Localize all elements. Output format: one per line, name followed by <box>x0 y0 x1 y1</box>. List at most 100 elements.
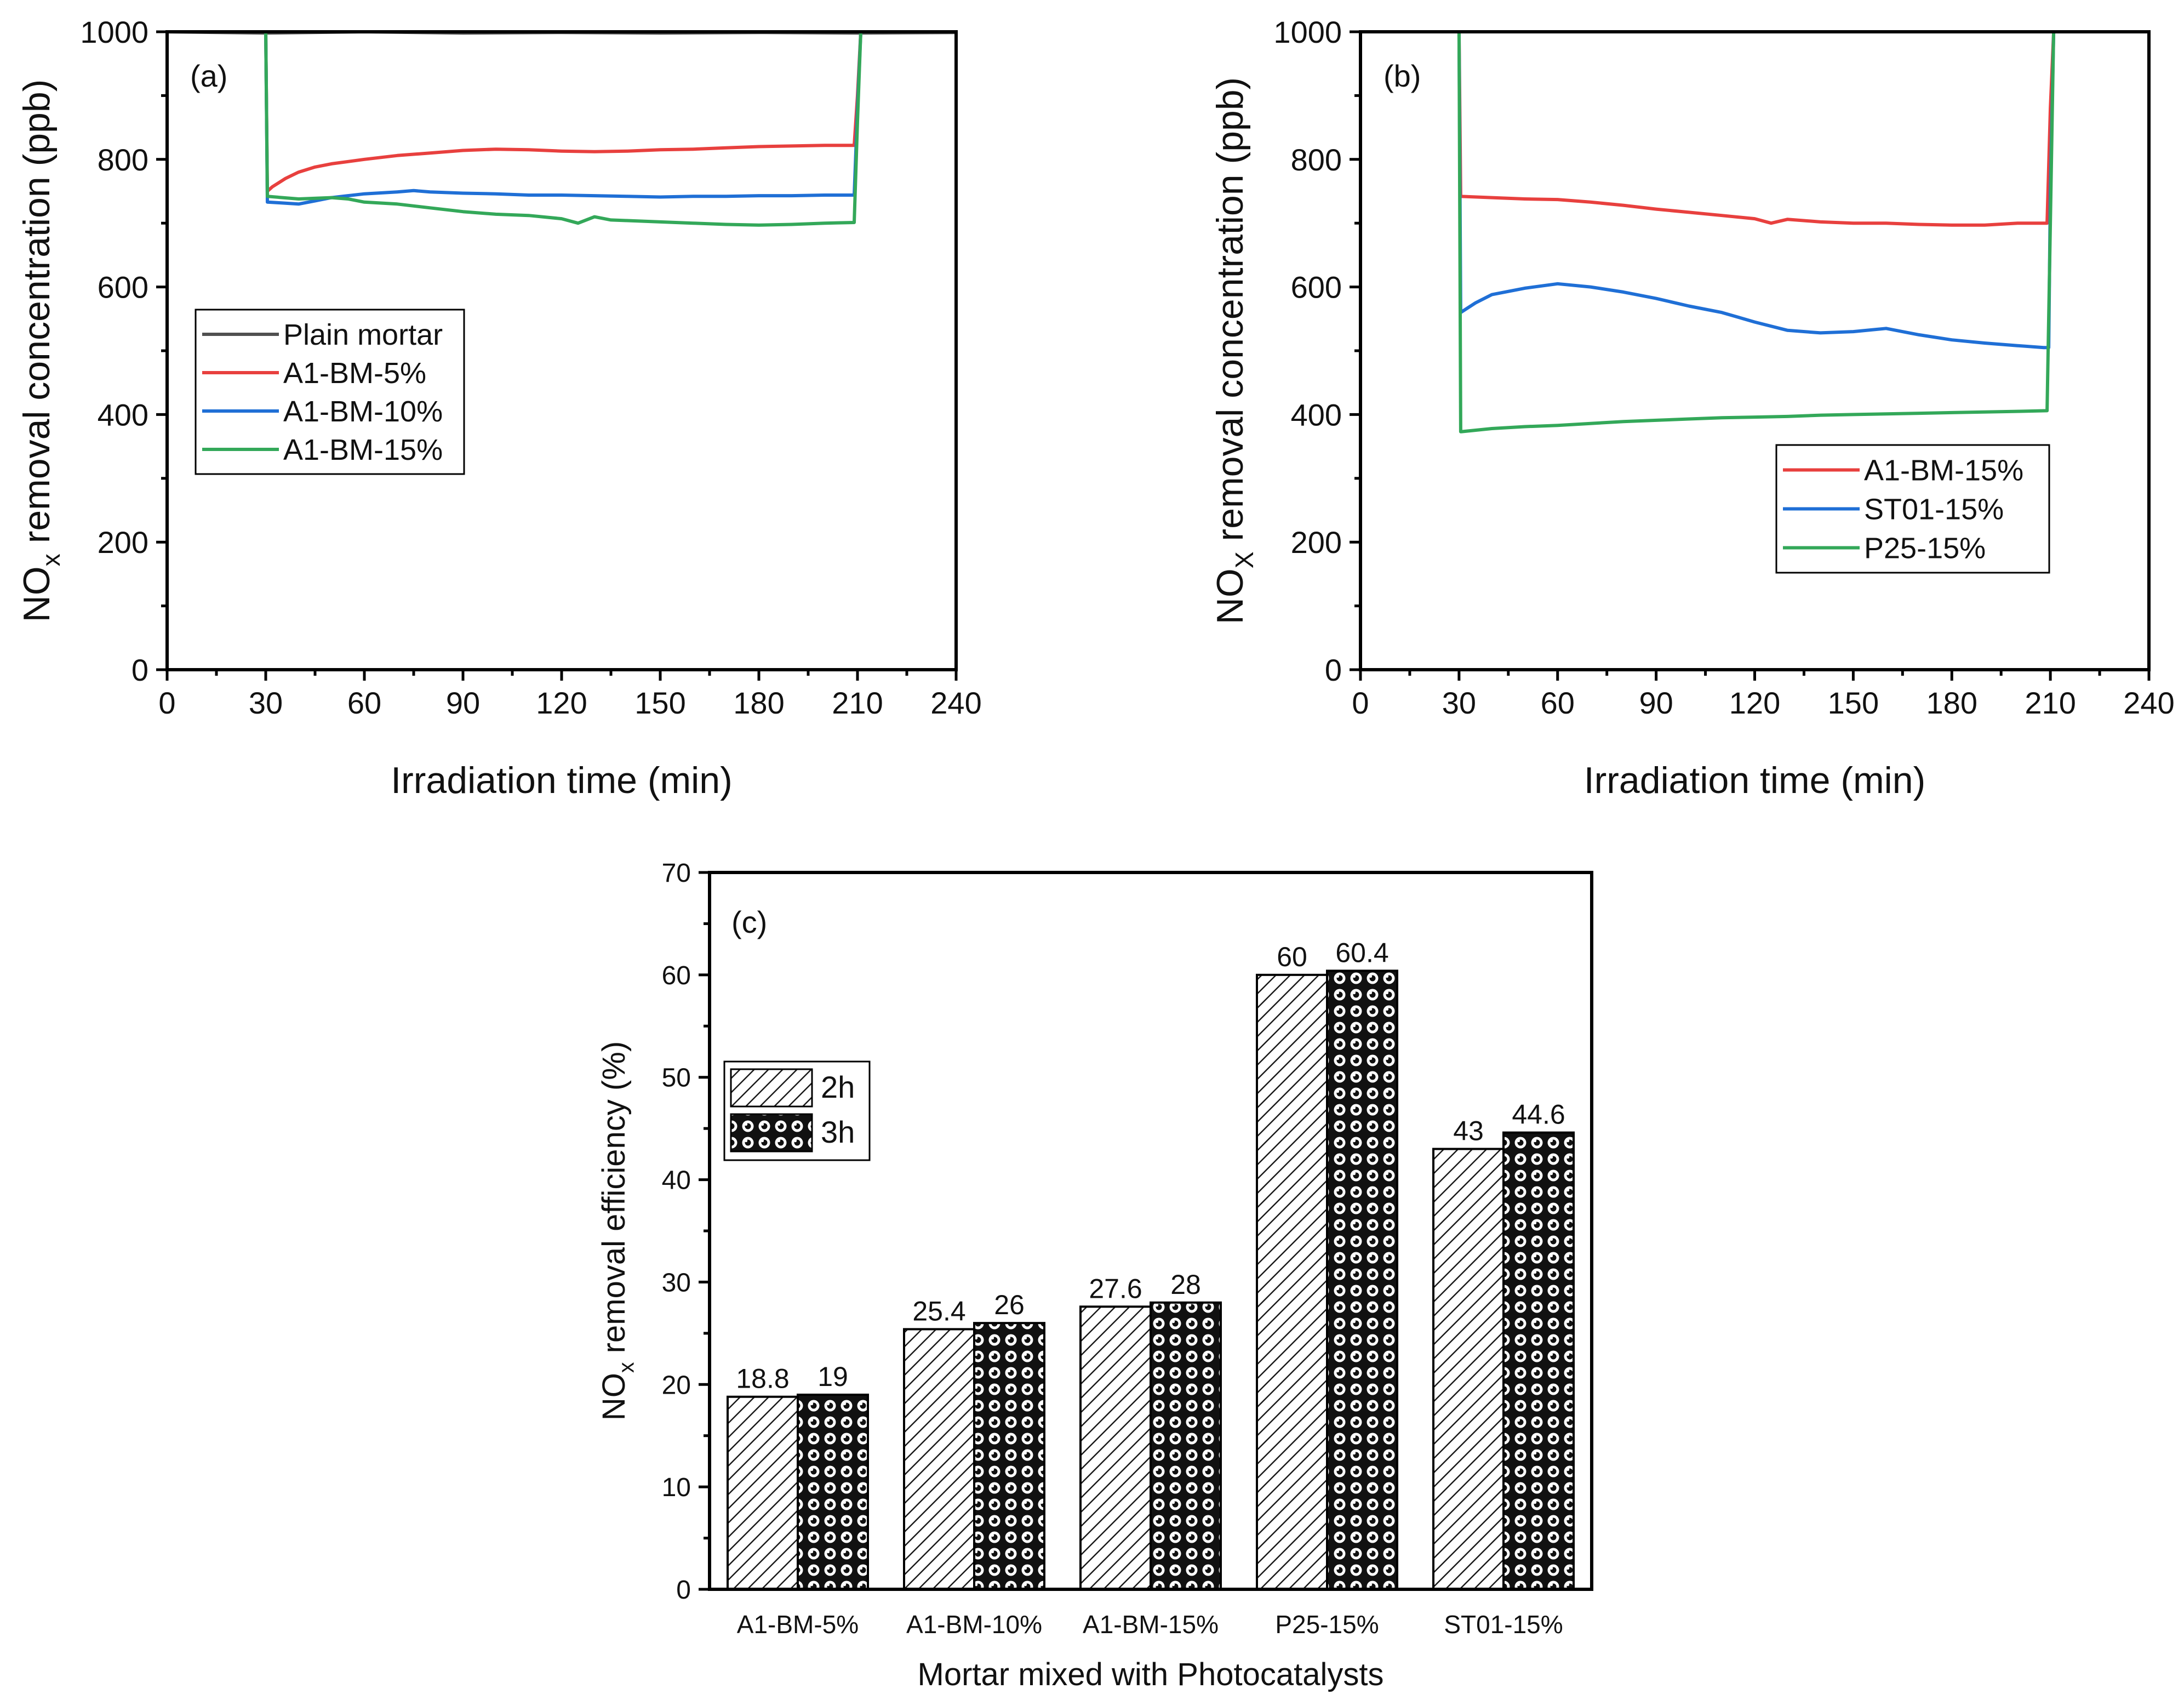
panel-a-x-axis-label: Irradiation time (min) <box>391 760 733 801</box>
panel-a-x-tick-label: 240 <box>930 686 981 720</box>
panel-b-legend-label: A1-BM-15% <box>1864 454 2023 487</box>
panel-a-legend-box <box>195 309 465 475</box>
panel-b-series-line-1 <box>1360 30 2149 350</box>
panel-a-series-line-1 <box>167 30 956 193</box>
panel-c-data-label: 44.6 <box>1512 1099 1565 1130</box>
panel-c-bar-3h-1 <box>973 1322 1045 1590</box>
ylabel-main: NO <box>1209 568 1251 624</box>
panel-c-data-label: 28 <box>1170 1269 1201 1300</box>
panel-c-y-tick-label: 10 <box>662 1473 691 1502</box>
panel-c-bar-3h-4 <box>1502 1131 1575 1591</box>
panel-c-legend-swatch <box>730 1113 813 1153</box>
panel-c-y-tick-label: 0 <box>676 1576 691 1605</box>
panel-b-legend-label: ST01-15% <box>1864 493 2004 526</box>
panel-b-x-tick-label: 150 <box>1828 686 1879 720</box>
panel-b-series-line-2 <box>1360 30 2149 433</box>
panel-c-y-tick-label: 20 <box>662 1371 691 1400</box>
panel-a-y-tick-label: 1000 <box>80 15 148 49</box>
panel-c-bar-3h-2 <box>1150 1301 1222 1591</box>
panel-b-y-tick-label: 800 <box>1291 142 1342 177</box>
panel-a-legend-label: A1-BM-10% <box>283 395 443 428</box>
panel-a-y-axis-label-text: NOx removal concentration (ppb) <box>16 79 65 623</box>
panel-a-y-tick-label: 800 <box>98 142 148 177</box>
panel-a-x-tick-label: 0 <box>158 686 175 720</box>
panel-b-legend-label: P25-15% <box>1864 532 1986 565</box>
panel-a-x-tick-label: 90 <box>446 686 480 720</box>
panel-a-x-tick-label: 150 <box>634 686 685 720</box>
ylabel-rest: removal efficiency (%) <box>596 1041 632 1362</box>
panel-b-y-tick-label: 400 <box>1291 397 1342 432</box>
ylabel-rest: removal concentration (ppb) <box>1209 77 1251 552</box>
panel-b-frame <box>1359 30 2151 671</box>
panel-b-series-line-0 <box>1360 30 2149 227</box>
panel-b-x-tick-label: 180 <box>1926 686 1977 720</box>
panel-a-legend-label: A1-BM-15% <box>283 433 443 466</box>
panel-c-data-label: 27.6 <box>1089 1273 1142 1304</box>
panel-c-bar-2h-2 <box>1079 1305 1152 1590</box>
panel-c-y-tick-label: 30 <box>662 1268 691 1297</box>
panel-c-bar-2h-4 <box>1432 1148 1505 1591</box>
panel-b-y-tick-label: 600 <box>1291 270 1342 305</box>
panel-a-x-tick-label: 120 <box>536 686 587 720</box>
panel-b-x-tick-label: 90 <box>1639 686 1673 720</box>
ylabel-subscript: x <box>37 554 65 566</box>
panel-c-x-tick-label: A1-BM-15% <box>1083 1610 1219 1639</box>
panel-c-data-label: 19 <box>817 1361 848 1392</box>
panel-b-x-tick-label: 120 <box>1729 686 1780 720</box>
panel-b-y-tick-label: 200 <box>1291 525 1342 560</box>
panel-a-x-tick-label: 210 <box>832 686 883 720</box>
panel-a-y-axis-label: NOx removal concentration (ppb) <box>16 79 65 623</box>
panel-c-data-label: 60 <box>1277 942 1307 972</box>
panel-c-bar-3h-3 <box>1326 969 1398 1590</box>
ylabel-subscript: x <box>614 1362 638 1373</box>
panel-c-data-label: 43 <box>1453 1116 1484 1146</box>
panel-c-bar-2h-1 <box>903 1328 975 1590</box>
panel-c-x-tick-label: A1-BM-10% <box>906 1610 1042 1639</box>
panel-a-x-tick-label: 60 <box>347 686 381 720</box>
panel-c-x-tick-label: P25-15% <box>1275 1610 1379 1639</box>
panel-a-legend-label: Plain mortar <box>283 318 443 351</box>
panel-b-x-tick-label: 60 <box>1541 686 1575 720</box>
panel-c-data-label: 60.4 <box>1335 937 1388 968</box>
panel-a-series-line-3 <box>167 30 956 227</box>
panel-b-y-tick-label: 1000 <box>1273 15 1342 49</box>
panel-c-data-label: 18.8 <box>736 1364 789 1394</box>
panel-b-x-axis-label: Irradiation time (min) <box>1584 760 1926 801</box>
panel-c-bar-3h-0 <box>797 1393 869 1590</box>
panel-a-panel-label: (a) <box>190 59 227 93</box>
panel-c-y-axis-label: NOx removal efficiency (%) <box>596 1041 638 1421</box>
panel-a-y-tick-label: 0 <box>132 653 148 687</box>
panel-b-y-axis-label: NOX removal concentration (ppb) <box>1209 77 1259 624</box>
panel-b-x-tick-label: 210 <box>2025 686 2076 720</box>
panel-b-x-tick-label: 240 <box>2123 686 2174 720</box>
panel-c-y-tick-label: 50 <box>662 1064 691 1093</box>
panel-c-y-tick-label: 60 <box>662 961 691 990</box>
panel-a-series-line-2 <box>167 30 956 206</box>
panel-c-panel-label: (c) <box>731 905 767 939</box>
ylabel-rest: removal concentration (ppb) <box>16 79 58 554</box>
ylabel-main: NO <box>596 1373 632 1421</box>
panel-c-x-tick-label: ST01-15% <box>1444 1610 1563 1639</box>
panel-a-y-tick-label: 600 <box>98 270 148 305</box>
panel-c-bar-2h-3 <box>1256 973 1328 1590</box>
panel-a-x-tick-label: 180 <box>733 686 784 720</box>
panel-b-y-axis-label-text: NOX removal concentration (ppb) <box>1209 77 1259 624</box>
panel-c-y-tick-label: 70 <box>662 859 691 888</box>
panel-b-x-tick-label: 0 <box>1352 686 1369 720</box>
ylabel-main: NO <box>16 566 58 622</box>
panel-c-bar-2h-0 <box>727 1395 799 1590</box>
panel-c-legend-label: 3h <box>821 1115 855 1149</box>
panel-c-legend-label: 2h <box>821 1070 855 1104</box>
chart-layer: 0 30 60 90 120 150 180 210 24002004006008001000(… <box>16 15 2175 1692</box>
panel-c-data-label: 26 <box>994 1290 1025 1320</box>
panel-c-y-tick-label: 40 <box>662 1166 691 1195</box>
panel-c-legend-swatch <box>730 1068 813 1108</box>
panel-b-x-tick-label: 30 <box>1442 686 1476 720</box>
panel-b-panel-label: (b) <box>1383 59 1421 93</box>
panel-c-x-tick-label: A1-BM-5% <box>737 1610 859 1639</box>
panel-a-y-tick-label: 200 <box>98 525 148 560</box>
panel-a-x-tick-label: 30 <box>249 686 283 720</box>
panel-a-y-tick-label: 400 <box>98 397 148 432</box>
panel-b-y-tick-label: 0 <box>1325 653 1342 687</box>
